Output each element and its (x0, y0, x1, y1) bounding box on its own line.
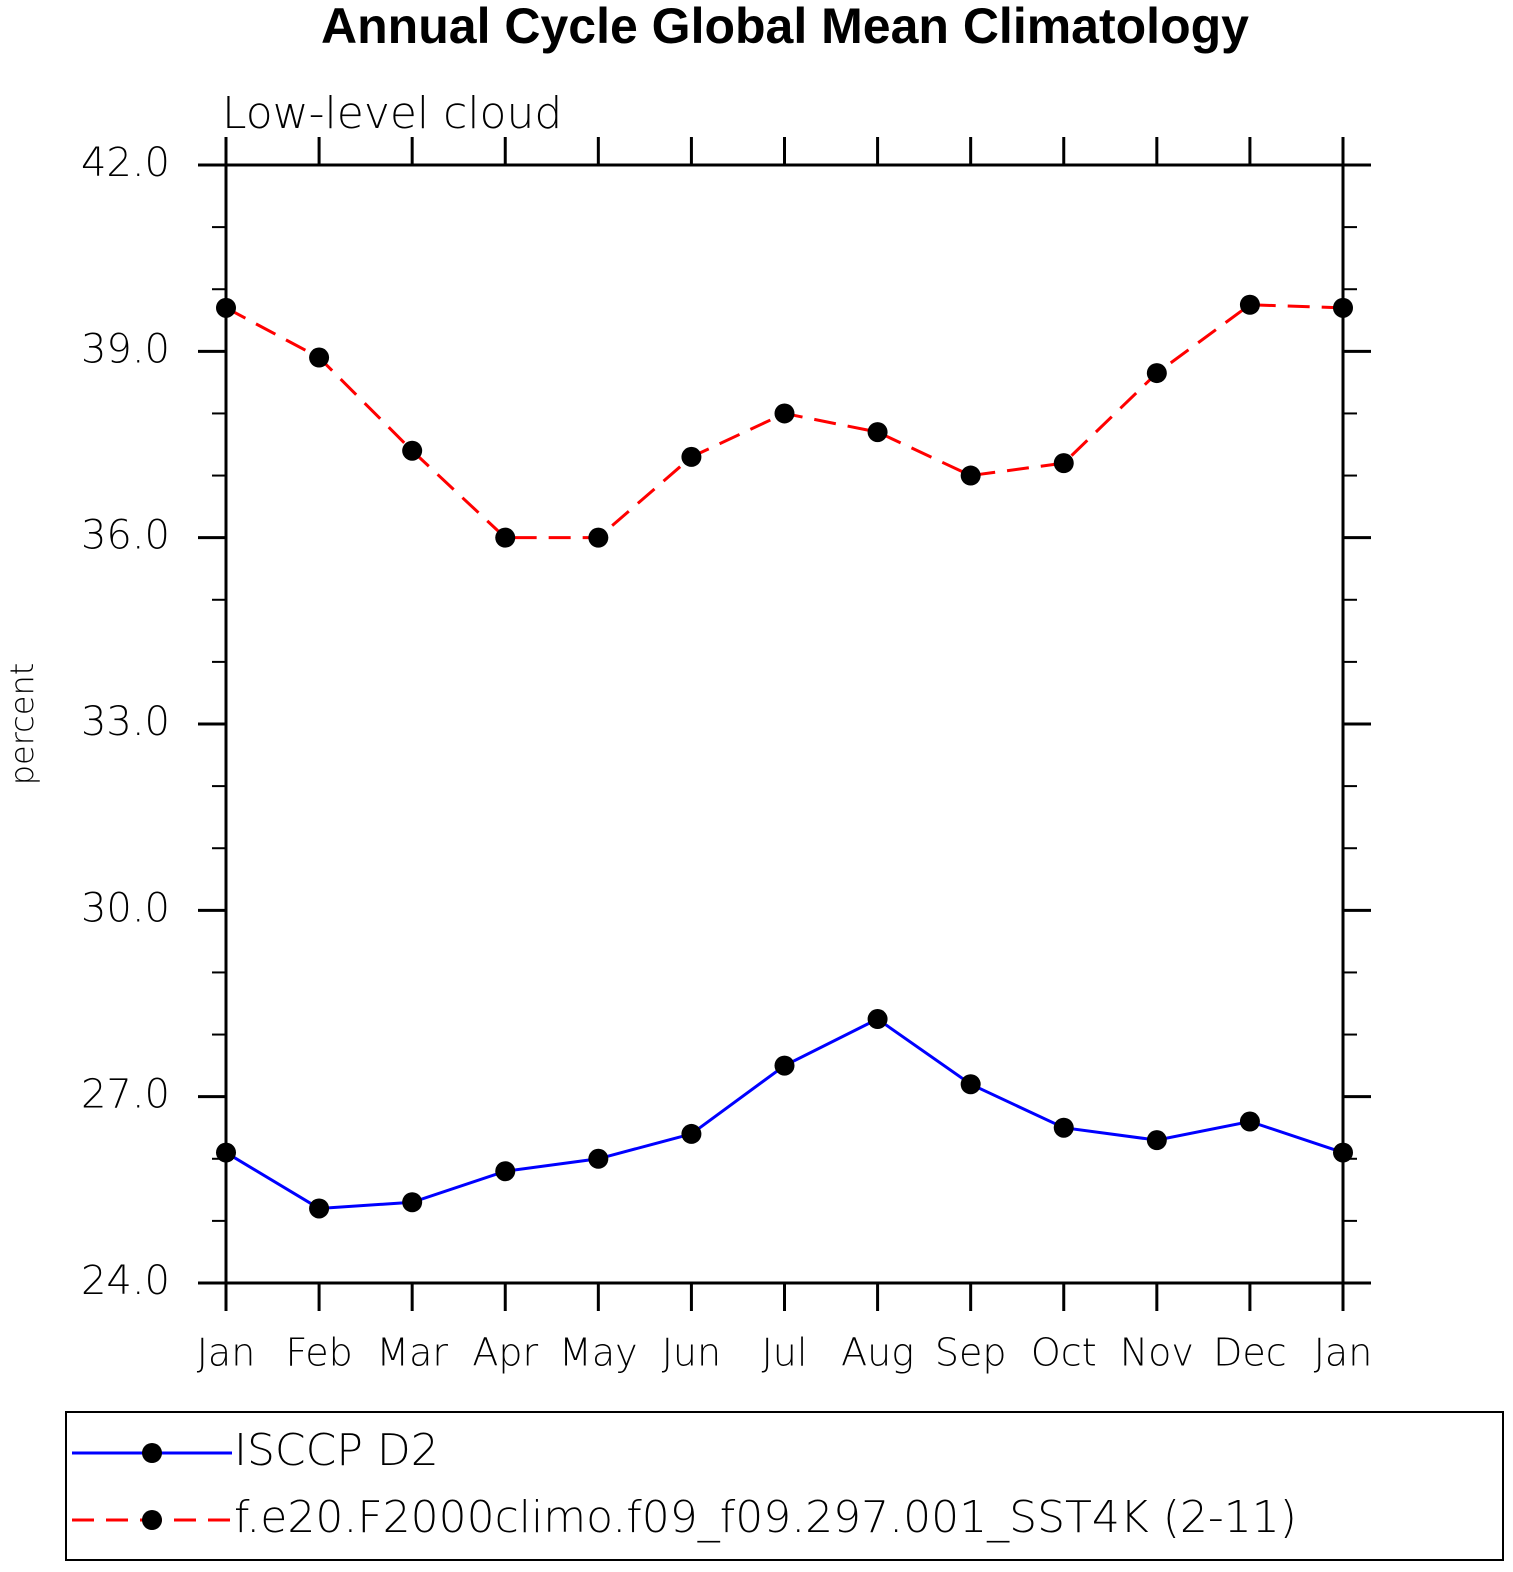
data-point (216, 1142, 236, 1163)
data-point (309, 1198, 330, 1219)
data-point (960, 465, 981, 486)
x-tick-label: May (559, 1331, 638, 1375)
x-tick-label: Jun (662, 1331, 721, 1375)
chart-title: Annual Cycle Global Mean Climatology (321, 0, 1249, 54)
data-point (402, 1192, 423, 1213)
data-point (1053, 1117, 1074, 1138)
x-tick-label: Apr (472, 1331, 538, 1375)
data-point (309, 347, 330, 368)
y-tick-label: 42.0 (81, 140, 170, 186)
data-point (681, 446, 702, 467)
legend-marker (142, 1510, 162, 1530)
data-point (867, 422, 888, 443)
data-point (216, 297, 236, 318)
legend-marker (142, 1443, 162, 1463)
data-point (495, 527, 516, 548)
y-tick-label: 39.0 (81, 326, 170, 372)
legend-label: ISCCP D2 (234, 1425, 439, 1476)
data-point (588, 1148, 609, 1169)
legend-label: f.e20.F2000climo.f09_f09.297.001_SST4K (… (234, 1492, 1297, 1543)
data-point (681, 1123, 702, 1144)
x-tick-label: Nov (1120, 1331, 1194, 1375)
data-point (495, 1161, 516, 1182)
data-point (960, 1074, 981, 1095)
x-tick-label: Feb (285, 1331, 352, 1375)
y-tick-label: 33.0 (81, 699, 170, 745)
y-axis-label: percent (3, 663, 41, 786)
x-tick-label: Jan (1314, 1331, 1373, 1375)
data-point (1146, 1130, 1167, 1151)
data-point (1146, 363, 1167, 384)
data-point (1333, 297, 1353, 318)
data-point (588, 527, 609, 548)
data-point (1333, 1142, 1353, 1163)
legend-box (65, 1411, 1504, 1561)
data-point (1053, 453, 1074, 474)
data-point (867, 1009, 888, 1030)
y-tick-label: 36.0 (81, 513, 170, 559)
x-tick-label: Dec (1213, 1331, 1287, 1375)
x-tick-label: Oct (1031, 1331, 1097, 1375)
data-point (774, 403, 795, 424)
data-point (774, 1055, 795, 1076)
data-point (1239, 1111, 1260, 1132)
chart-subtitle: Low-level cloud (222, 88, 562, 139)
x-tick-label: Jul (762, 1331, 808, 1375)
x-tick-label: Sep (935, 1331, 1007, 1375)
y-tick-label: 27.0 (81, 1072, 170, 1118)
y-tick-label: 24.0 (81, 1258, 170, 1304)
plot-frame (224, 163, 1345, 1285)
data-point (1239, 294, 1260, 315)
x-tick-label: Jan (197, 1331, 256, 1375)
x-tick-label: Mar (376, 1331, 448, 1375)
y-tick-label: 30.0 (81, 885, 170, 931)
series-line (225, 1017, 1344, 1210)
x-tick-label: Aug (841, 1331, 914, 1375)
data-point (402, 440, 423, 461)
